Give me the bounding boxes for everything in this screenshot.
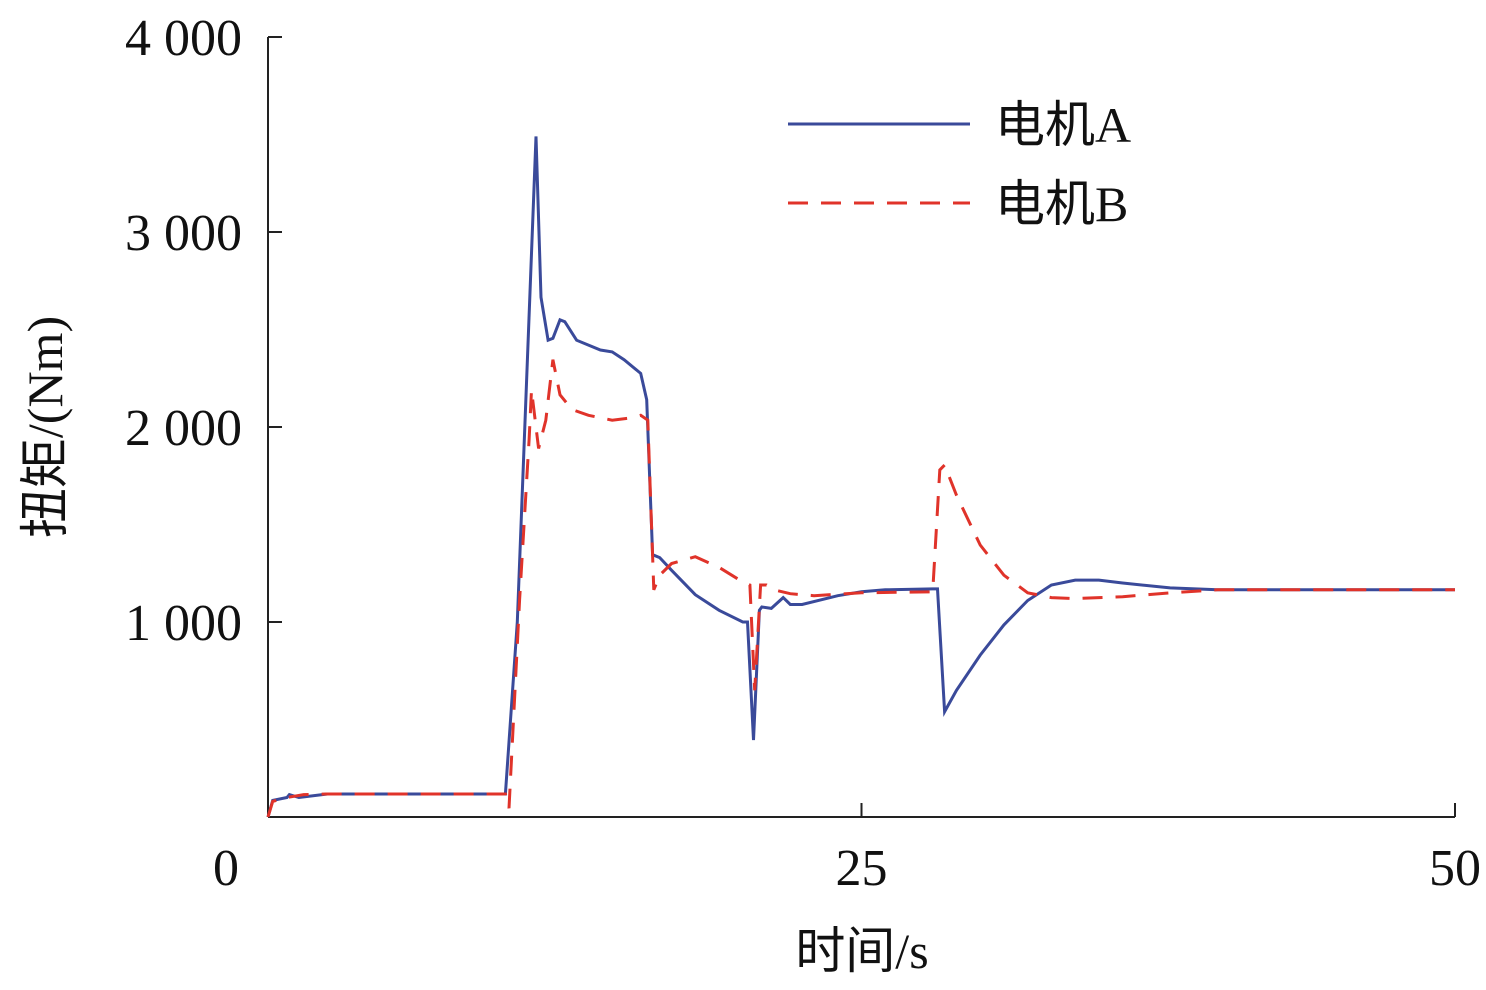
series-line xyxy=(266,359,1455,818)
x-tick-label: 50 xyxy=(1429,840,1481,897)
legend-label: 电机A xyxy=(995,97,1131,153)
x-tick-label: 25 xyxy=(836,840,888,897)
x-tick-label: 0 xyxy=(213,840,239,897)
legend-label: 电机B xyxy=(995,176,1128,232)
y-tick-label: 3 000 xyxy=(125,205,242,262)
y-tick-label: 2 000 xyxy=(125,400,242,457)
x-axis-label: 时间/s xyxy=(795,923,928,979)
series-line xyxy=(266,136,1455,818)
y-tick-label: 1 000 xyxy=(125,595,242,652)
y-tick-label: 4 000 xyxy=(125,10,242,67)
y-axis-label: 扭矩/(Nm) xyxy=(17,316,73,538)
